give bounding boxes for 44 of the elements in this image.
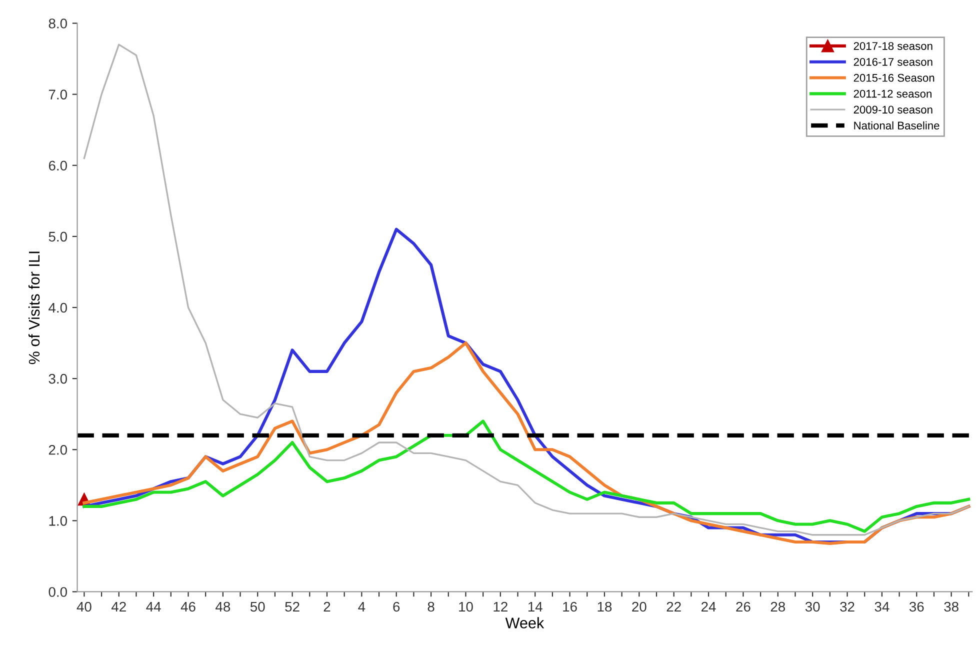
x-tick-label: 4 (358, 602, 366, 612)
x-tick-label: 14 (528, 602, 542, 612)
legend-label: 2015-16 Season (854, 74, 934, 82)
x-tick-label: 44 (146, 602, 161, 612)
y-tick-label: 4.0 (48, 302, 67, 313)
legend-label: 2017-18 season (854, 42, 932, 50)
x-tick-label: 32 (840, 602, 854, 612)
legend-label: 2011-12 season (854, 90, 932, 98)
x-tick-label: 28 (770, 602, 786, 612)
x-tick-label: 18 (598, 602, 612, 612)
y-axis-title: % of Visits for ILI (28, 252, 40, 364)
x-axis-title: Week (505, 617, 544, 628)
y-tick-label: 5.0 (48, 232, 67, 242)
x-tick-label: 22 (666, 602, 681, 612)
y-tick-label: 7.0 (48, 90, 67, 100)
x-tick-label: 12 (494, 602, 508, 612)
x-tick-label: 30 (805, 602, 820, 612)
y-tick-label: 3.0 (48, 374, 67, 384)
x-tick-label: 6 (393, 602, 400, 612)
y-tick-label: 6.0 (48, 160, 67, 171)
x-tick-label: 24 (702, 602, 716, 612)
line-series (83, 44, 970, 536)
x-tick-label: 16 (563, 602, 577, 612)
y-tick-label: 8.0 (48, 18, 67, 28)
x-tick-label: 36 (909, 602, 924, 612)
x-tick-label: 38 (944, 602, 958, 612)
y-tick-label: 2.0 (48, 444, 67, 455)
legend-label: 2009-10 season (854, 106, 932, 114)
x-tick-label: 34 (874, 602, 890, 612)
x-tick-label: 20 (632, 602, 646, 612)
x-tick-label: 46 (180, 602, 196, 612)
x-tick-label: 52 (285, 602, 300, 612)
legend-label: 2016-17 season (854, 58, 932, 66)
x-tick-label: 40 (76, 602, 92, 612)
x-tick-label: 50 (250, 602, 265, 612)
x-tick-label: 2 (324, 602, 330, 612)
y-tick-label: 0.0 (48, 587, 67, 597)
x-tick-label: 26 (736, 602, 750, 612)
legend-label: National Baseline (854, 121, 940, 130)
x-tick-label: 8 (428, 602, 434, 612)
x-tick-label: 10 (459, 602, 473, 612)
x-tick-label: 48 (216, 602, 230, 612)
y-tick-label: 1.0 (49, 516, 67, 526)
x-tick-label: 42 (111, 602, 126, 612)
